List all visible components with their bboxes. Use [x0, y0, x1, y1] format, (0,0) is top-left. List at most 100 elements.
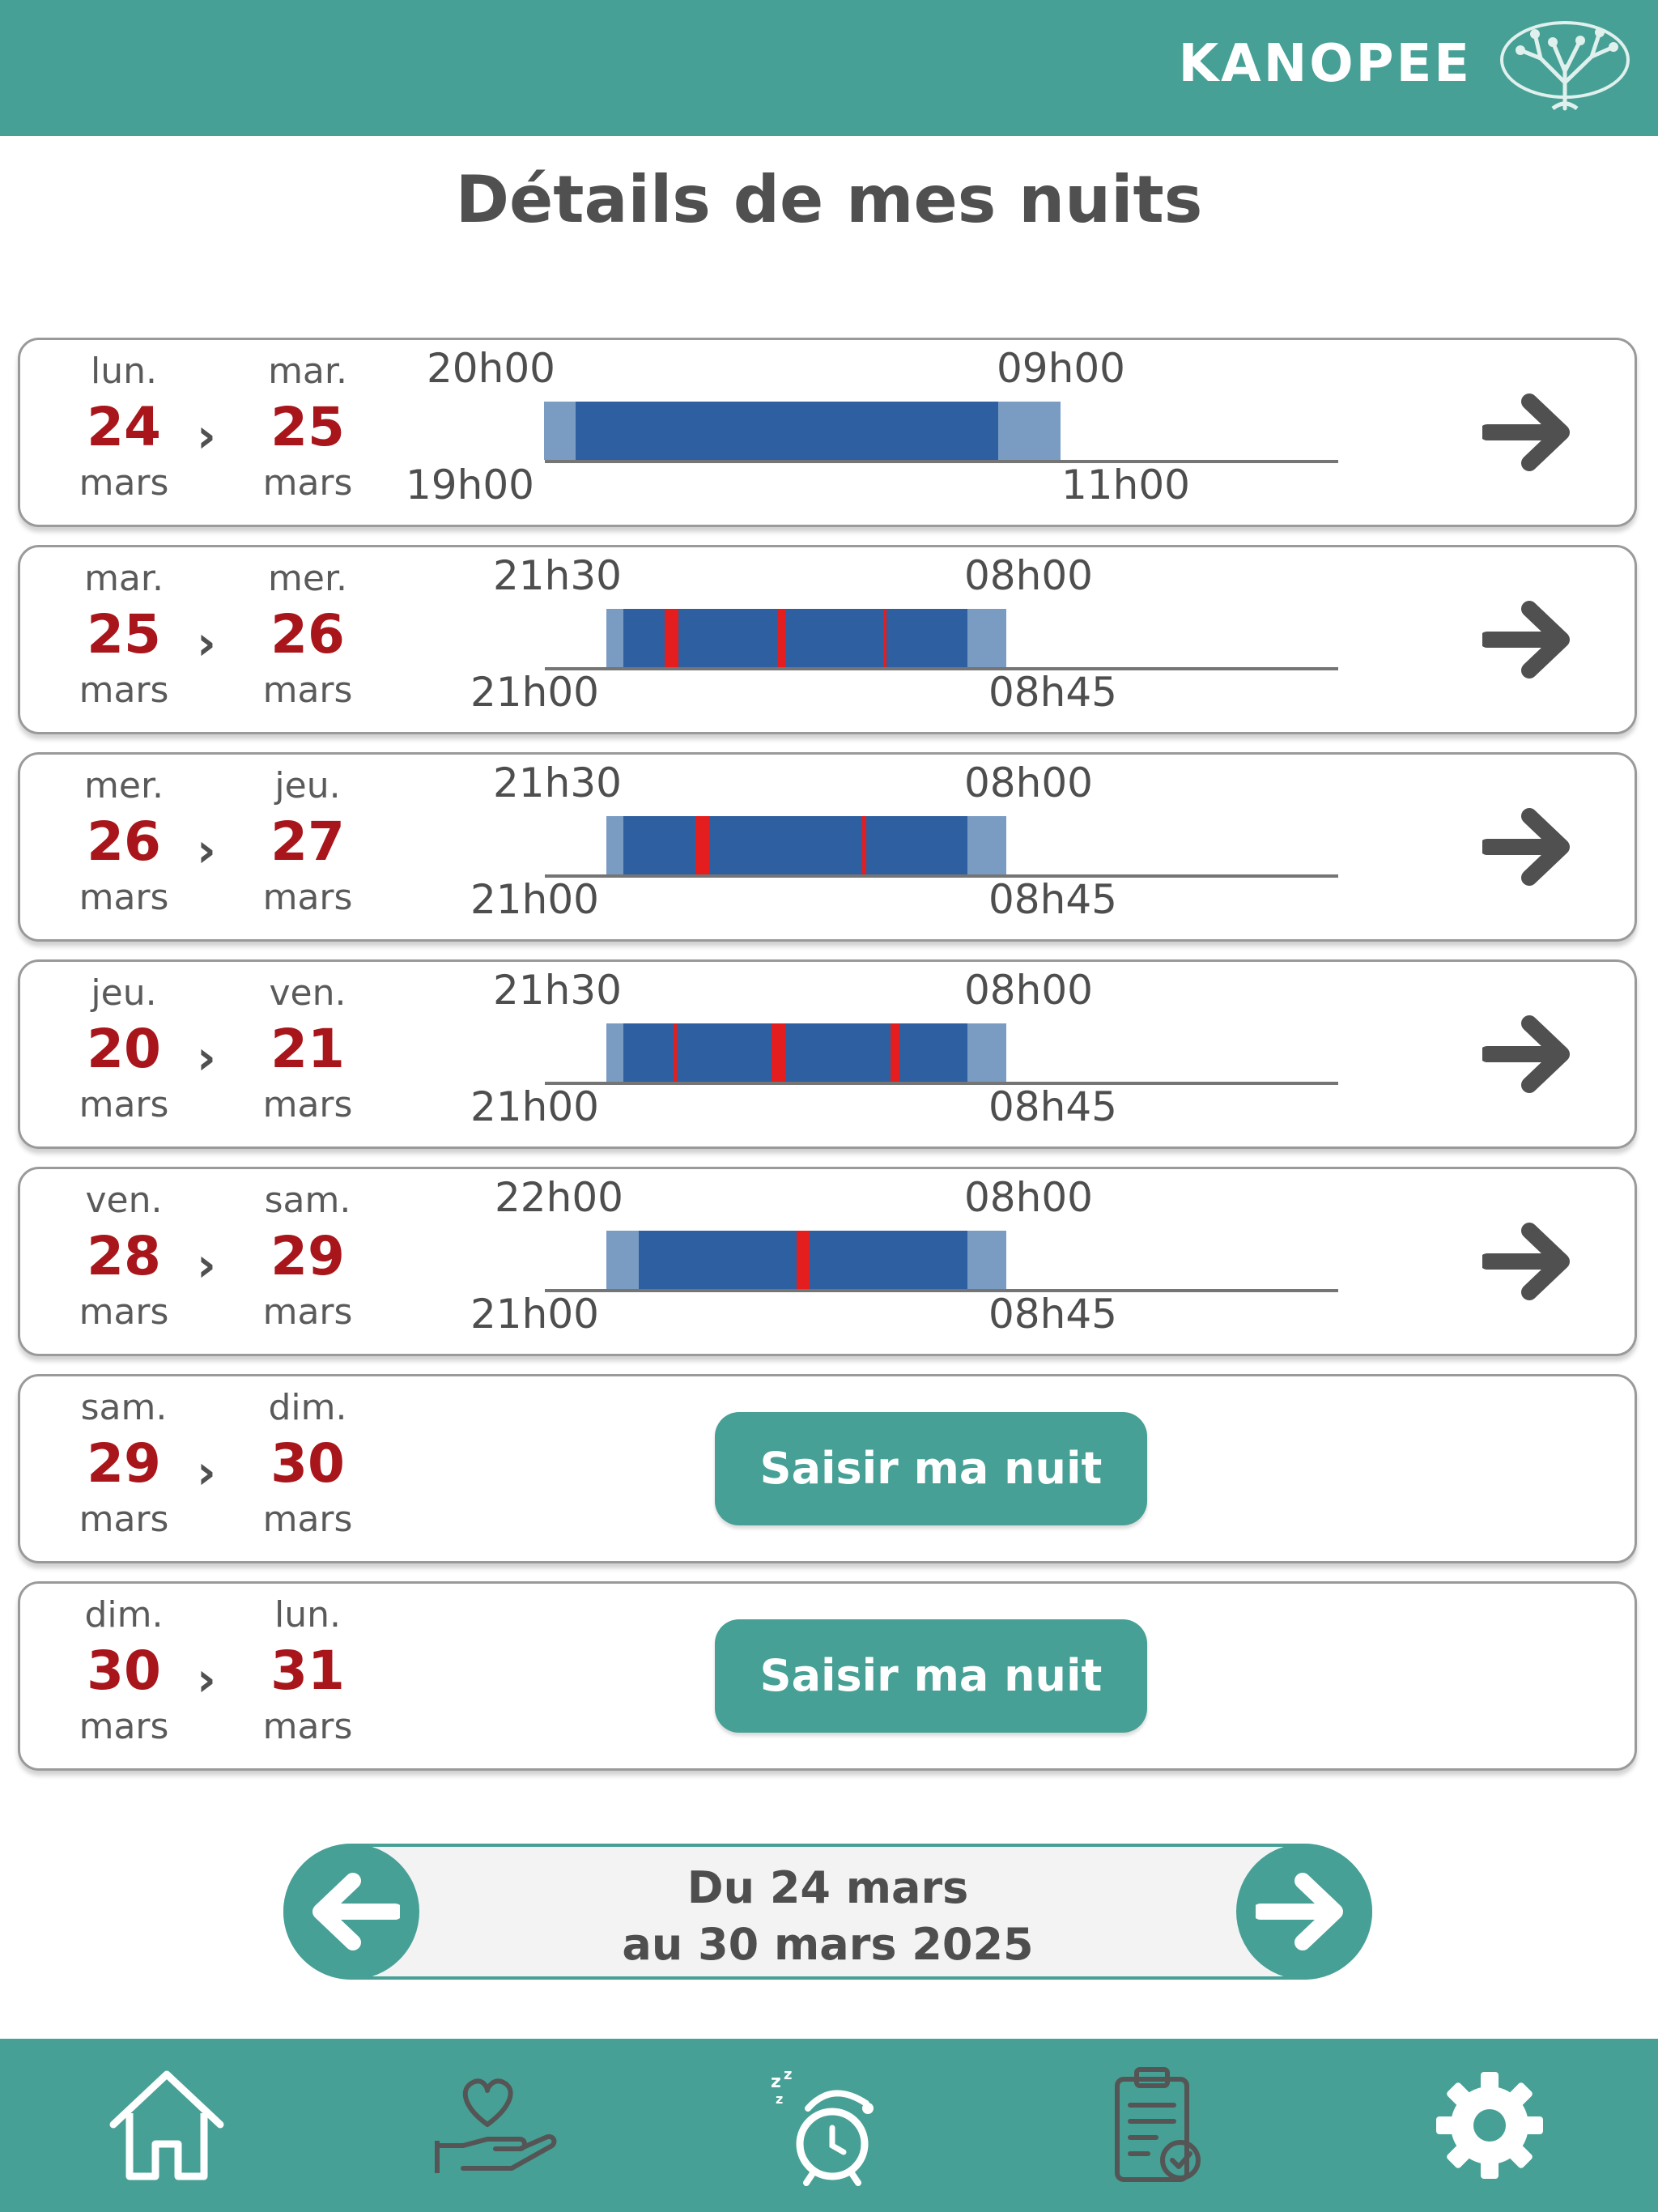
- night-card[interactable]: mar. 25 mars › mer. 26 mars 21h30 08h00 …: [18, 545, 1637, 734]
- date-from: dim. 30 mars: [43, 1592, 205, 1750]
- awakening-marker: [882, 609, 887, 667]
- weekday: ven.: [85, 1180, 163, 1221]
- previous-week-button[interactable]: [283, 1844, 419, 1980]
- page-title: Détails de mes nuits: [455, 162, 1203, 237]
- weekday: dim.: [268, 1387, 347, 1428]
- weekday: sam.: [80, 1387, 168, 1428]
- sleep-alarm-icon: z z z: [771, 2066, 874, 2186]
- date-to: ven. 21 mars: [227, 970, 389, 1129]
- date-to: sam. 29 mars: [227, 1177, 389, 1336]
- sleep-timeline: 21h30 08h00 21h00 08h45: [20, 962, 1397, 1151]
- wake-time-label: 08h00: [964, 759, 1093, 806]
- week-navigator: Du 24 mars au 30 mars 2025: [283, 1844, 1372, 1980]
- date-to: dim. 30 mars: [227, 1385, 389, 1543]
- tab-sleep[interactable]: z z z: [766, 2065, 895, 2186]
- enter-night-button[interactable]: Saisir ma nuit: [715, 1412, 1147, 1525]
- night-card[interactable]: lun. 24 mars › mar. 25 mars 20h00 09h00 …: [18, 338, 1637, 527]
- bed-time-label: 21h00: [470, 876, 599, 923]
- wake-time-label: 09h00: [997, 345, 1125, 392]
- svg-text:z: z: [784, 2066, 792, 2083]
- get-up-label: 08h45: [988, 1083, 1117, 1130]
- lights-off-label: 21h30: [493, 552, 622, 599]
- chevron-right-icon: ›: [197, 408, 216, 463]
- weekday: ven.: [269, 972, 346, 1014]
- pending-night-card: sam. 29 mars › dim. 30 mars Saisir ma nu…: [18, 1374, 1637, 1563]
- lights-off-label: 21h30: [493, 759, 622, 806]
- day-number: 31: [270, 1640, 345, 1702]
- lights-off-label: 22h00: [495, 1174, 623, 1221]
- month: mars: [262, 1499, 353, 1540]
- arrow-left-icon: [312, 1873, 400, 1950]
- tree-brain-icon: [1500, 21, 1630, 111]
- home-icon: [109, 2070, 224, 2180]
- get-up-label: 08h45: [988, 1291, 1117, 1338]
- arrow-right-icon[interactable]: [1482, 806, 1579, 887]
- lights-off-label: 21h30: [493, 967, 622, 1014]
- tab-home[interactable]: [102, 2065, 232, 2186]
- sleep-timeline: 20h00 09h00 19h00 11h00: [20, 340, 1397, 530]
- day-number: 30: [270, 1432, 345, 1495]
- arrow-right-icon[interactable]: [1482, 1014, 1579, 1095]
- arrow-right-icon[interactable]: [1482, 599, 1579, 680]
- week-range: Du 24 mars au 30 mars 2025: [287, 1860, 1369, 1973]
- night-card[interactable]: mer. 26 mars › jeu. 27 mars 21h30 08h00 …: [18, 752, 1637, 942]
- weekday: mer.: [268, 558, 347, 599]
- chevron-right-icon: ›: [197, 1444, 216, 1499]
- next-week-button[interactable]: [1236, 1844, 1372, 1980]
- weekday: dim.: [84, 1594, 164, 1636]
- tab-assessment[interactable]: [1095, 2065, 1224, 2186]
- month: mars: [262, 462, 353, 504]
- arrow-right-icon[interactable]: [1482, 392, 1579, 473]
- weekday: mar.: [268, 351, 347, 392]
- month: mars: [79, 670, 169, 711]
- night-card[interactable]: ven. 28 mars › sam. 29 mars 22h00 08h00 …: [18, 1167, 1637, 1356]
- awakening-marker: [695, 816, 710, 874]
- date-from: lun. 24 mars: [43, 348, 205, 507]
- weekday: lun.: [274, 1594, 341, 1636]
- day-number: 27: [270, 810, 345, 873]
- day-number: 29: [87, 1432, 161, 1495]
- month: mars: [262, 1706, 353, 1747]
- weekday: jeu.: [91, 972, 157, 1014]
- get-up-label: 11h00: [1061, 462, 1190, 508]
- svg-text:z: z: [776, 2091, 783, 2107]
- timeline-axis: [545, 1289, 1338, 1292]
- enter-night-button[interactable]: Saisir ma nuit: [715, 1619, 1147, 1733]
- weekday: sam.: [264, 1180, 351, 1221]
- date-from: mar. 25 mars: [43, 555, 205, 714]
- tab-settings[interactable]: [1425, 2065, 1554, 2186]
- svg-text:z: z: [771, 2072, 781, 2092]
- sleep-bar: [576, 402, 998, 460]
- awakening-marker: [665, 609, 678, 667]
- night-card[interactable]: jeu. 20 mars › ven. 21 mars 21h30 08h00 …: [18, 959, 1637, 1149]
- day-number: 28: [87, 1225, 161, 1287]
- lights-off-label: 20h00: [427, 345, 555, 392]
- day-number: 30: [87, 1640, 161, 1702]
- wake-time-label: 08h00: [964, 552, 1093, 599]
- get-up-label: 08h45: [988, 876, 1117, 923]
- day-number: 25: [270, 396, 345, 458]
- day-number: 26: [270, 603, 345, 666]
- awakening-marker: [673, 1023, 677, 1082]
- tab-wellbeing[interactable]: [431, 2065, 560, 2186]
- date-from: jeu. 20 mars: [43, 970, 205, 1129]
- sleep-timeline: 21h30 08h00 21h00 08h45: [20, 755, 1397, 944]
- day-number: 21: [270, 1018, 345, 1080]
- date-to: mar. 25 mars: [227, 348, 389, 507]
- weekday: jeu.: [274, 765, 341, 806]
- arrow-right-icon[interactable]: [1482, 1221, 1579, 1302]
- weekday: mer.: [84, 765, 164, 806]
- day-number: 29: [270, 1225, 345, 1287]
- date-from: ven. 28 mars: [43, 1177, 205, 1336]
- chevron-right-icon: ›: [197, 615, 216, 670]
- timeline-axis: [545, 460, 1338, 463]
- sleep-bar: [623, 609, 967, 667]
- awakening-marker: [796, 1231, 810, 1289]
- month: mars: [79, 462, 169, 504]
- chevron-right-icon: ›: [197, 823, 216, 878]
- bottom-nav: z z z: [0, 2039, 1658, 2212]
- month: mars: [79, 1499, 169, 1540]
- bed-time-label: 19h00: [406, 462, 534, 508]
- sleep-bar: [623, 1023, 967, 1082]
- month: mars: [79, 1291, 169, 1333]
